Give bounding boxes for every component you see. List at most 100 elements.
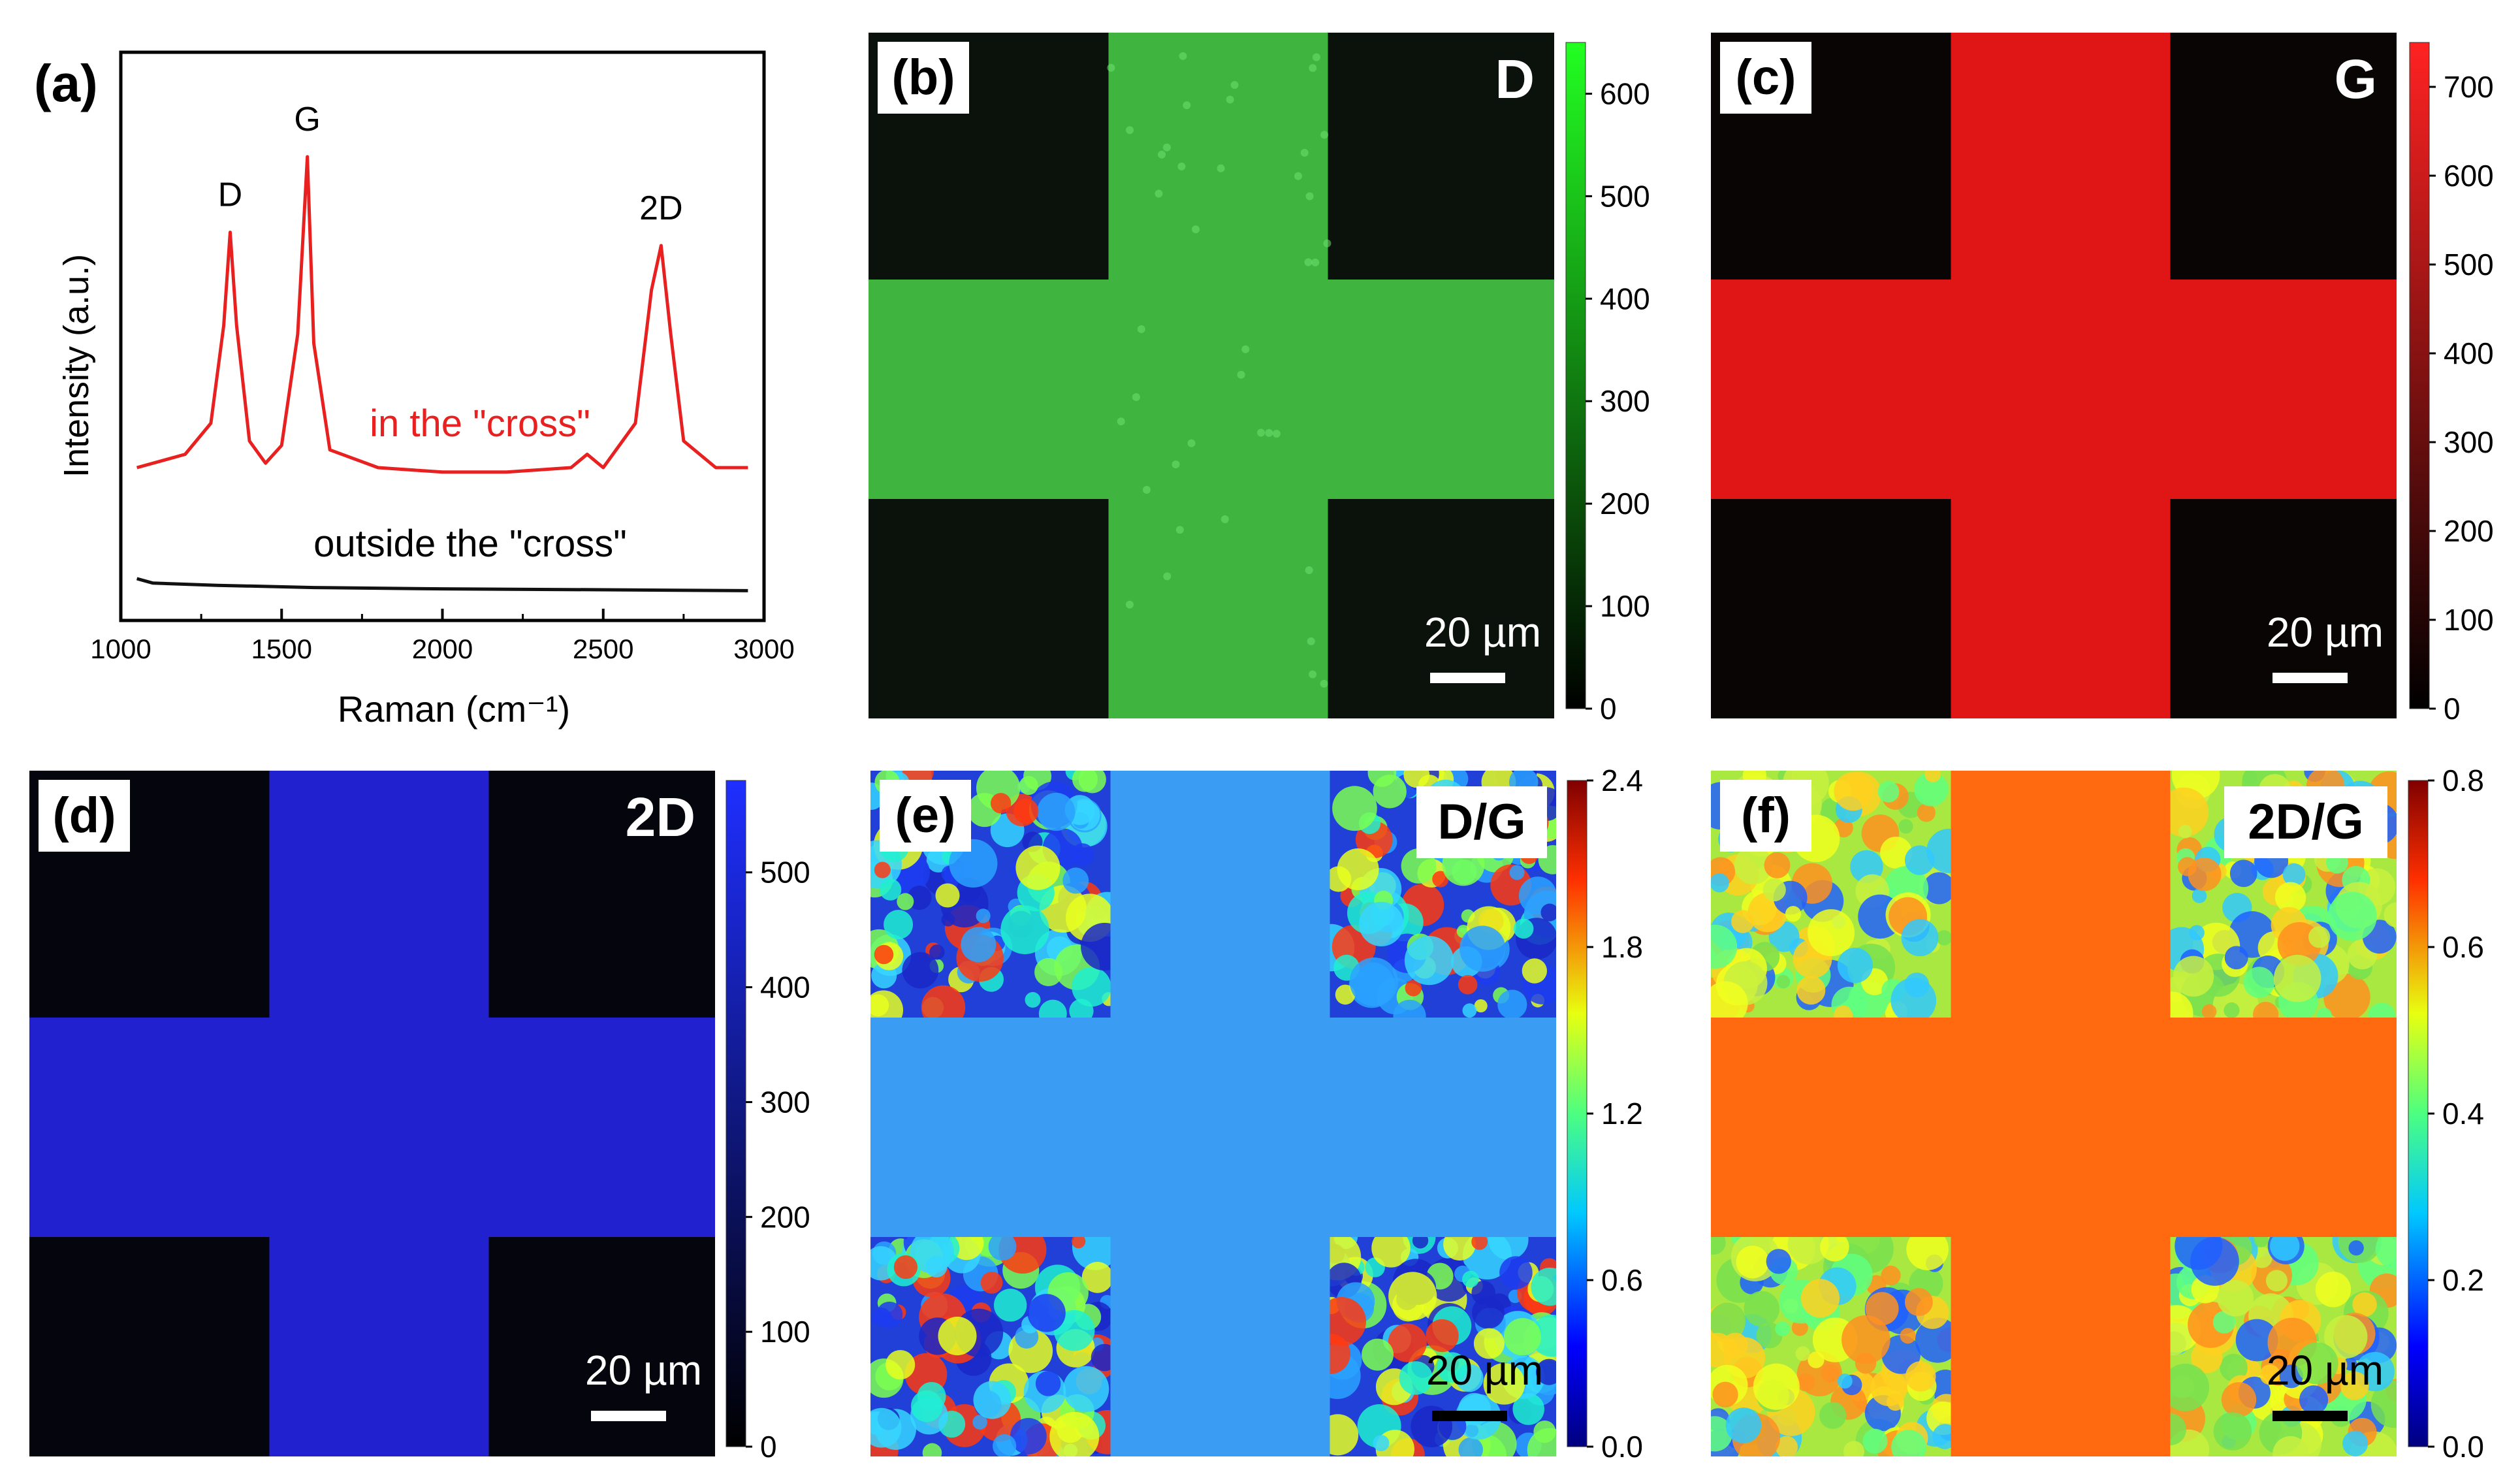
noise-blob (1800, 1279, 1840, 1318)
noise-blob (1388, 1323, 1427, 1362)
noise-blob (874, 861, 891, 878)
map-title: D/G (1437, 794, 1525, 850)
noise-blob (1785, 906, 1802, 922)
speckle (1323, 239, 1332, 248)
noise-blob (2375, 1229, 2397, 1269)
noise-blob (2384, 902, 2397, 927)
speckle (1162, 143, 1171, 152)
noise-blob (1881, 1265, 1901, 1286)
panel-a-label: (a) (34, 54, 98, 112)
noise-blob (1837, 948, 1873, 984)
colorbar-tick-label: 500 (2444, 248, 2494, 281)
map-image (870, 771, 1556, 1456)
noise-blob (1796, 976, 1826, 1005)
noise-blob (2178, 824, 2192, 839)
speckle (1137, 325, 1145, 333)
noise-blob (1834, 772, 1873, 811)
noise-blob (897, 893, 914, 910)
noise-blob (1915, 1317, 1960, 1363)
speckle (1187, 439, 1196, 447)
speckle (1163, 572, 1172, 581)
noise-blob (2299, 1385, 2329, 1415)
noise-blob (1462, 1270, 1479, 1288)
noise-blob (1819, 1402, 1847, 1429)
noise-blob (925, 1255, 948, 1277)
speckle (1230, 81, 1239, 89)
noise-blob (1472, 1296, 1505, 1329)
speckle (1237, 370, 1245, 379)
panel-label: (c) (1736, 50, 1796, 105)
noise-blob (1010, 1418, 1047, 1454)
colorbar-tick-label: 300 (1600, 384, 1650, 418)
speckle (1241, 345, 1250, 353)
noise-blob (1905, 1361, 1936, 1392)
noise-blob (1531, 1267, 1556, 1306)
map-image (869, 33, 1554, 718)
series-line-outside-cross (136, 577, 748, 592)
colorbar-tick-label: 0.6 (1601, 1263, 1643, 1297)
noise-blob (870, 994, 889, 1017)
noise-blob (1035, 1371, 1061, 1396)
noise-blob (1403, 771, 1430, 788)
colorbar (2408, 780, 2429, 1447)
panel-f: (f) 2D/G 20 µm 0.0 0.2 0.4 0.6 0.8 (1711, 763, 2484, 1464)
series-line-inside-cross (136, 155, 748, 474)
speckle (1309, 64, 1317, 72)
noise-blob (1015, 845, 1061, 890)
panel-label: (d) (52, 788, 116, 843)
colorbar-tick-label: 0.0 (1601, 1430, 1643, 1464)
noise-blob (2352, 1292, 2377, 1317)
noise-blob (2220, 1353, 2248, 1382)
peak-label-g: G (294, 101, 320, 138)
noise-blob (870, 1407, 902, 1448)
noise-blob (1332, 786, 1377, 831)
noise-blob (1362, 1338, 1394, 1371)
noise-blob (1399, 1361, 1433, 1395)
noise-blob (2213, 1412, 2252, 1451)
speckle (1300, 148, 1309, 157)
speckle (1192, 225, 1200, 234)
noise-blob (2340, 1372, 2369, 1400)
map-title: G (2335, 48, 2377, 110)
colorbar (1567, 780, 1587, 1447)
colorbar-tick-label: 1.2 (1601, 1097, 1643, 1131)
map-image (1711, 33, 2397, 718)
noise-blob (1795, 1346, 1810, 1361)
colorbar-tick-label: 0.6 (2442, 930, 2484, 964)
noise-blob (2315, 1272, 2352, 1308)
noise-blob (1711, 981, 1748, 1026)
noise-blob (1917, 803, 1936, 822)
colorbar-tick-label: 700 (2444, 70, 2494, 104)
noise-blob (1471, 1233, 1488, 1250)
noise-blob (1791, 1319, 1808, 1336)
noise-blob (2229, 859, 2257, 888)
speckle (1257, 428, 1266, 437)
x-tick-label: 1000 (90, 634, 151, 664)
noise-blob (1513, 918, 1534, 939)
noise-blob (1766, 1249, 1791, 1274)
noise-blob (1776, 974, 1791, 989)
colorbar-tick-label: 400 (2444, 336, 2494, 370)
noise-blob (1820, 1232, 1849, 1262)
speckle (1179, 52, 1187, 60)
panel-d: (d) 2D 20 µm 0 100 200 300 400 500 (29, 771, 810, 1464)
panel-b: (b) D 20 µm 0 100 200 300 400 500 600 (869, 33, 1650, 726)
noise-blob (1000, 905, 1049, 954)
noise-blob (1881, 1334, 1921, 1374)
title-box (1416, 786, 1547, 858)
noise-blob (1349, 957, 1399, 1006)
noise-blob (941, 912, 955, 927)
speckle (1307, 637, 1315, 645)
noise-blob (1904, 1288, 1933, 1317)
colorbar-tick-label: 400 (760, 971, 810, 1004)
noise-blob (2370, 1380, 2397, 1428)
panel-label-box (878, 42, 969, 114)
noise-blob (2344, 1357, 2357, 1371)
noise-blob (1890, 978, 1937, 1023)
noise-blob (1373, 1435, 1390, 1452)
x-tick-label: 2500 (573, 634, 633, 664)
noise-blob (1499, 1256, 1533, 1289)
colorbar-tick-label: 1.8 (1601, 930, 1643, 964)
cross-horizontal-arm (1711, 280, 2397, 499)
noise-blob (1405, 980, 1422, 997)
